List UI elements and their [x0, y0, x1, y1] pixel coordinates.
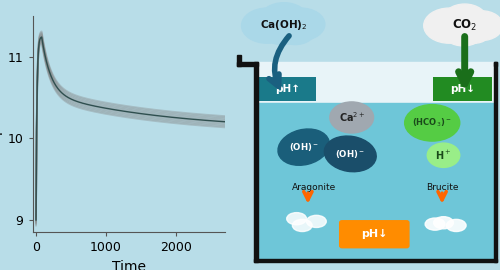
Ellipse shape	[277, 8, 325, 40]
Text: pH↓: pH↓	[361, 229, 388, 239]
Text: (OH)$^-$: (OH)$^-$	[335, 148, 366, 160]
Text: Ca(OH)$_2$: Ca(OH)$_2$	[260, 18, 308, 32]
FancyBboxPatch shape	[259, 77, 316, 101]
Ellipse shape	[446, 219, 466, 232]
Ellipse shape	[442, 4, 488, 36]
Ellipse shape	[260, 15, 305, 45]
Bar	[258, 62, 494, 103]
FancyBboxPatch shape	[339, 220, 409, 248]
Bar	[238, 62, 258, 66]
Bar	[494, 62, 497, 66]
Ellipse shape	[428, 143, 460, 167]
Ellipse shape	[276, 18, 315, 45]
Ellipse shape	[424, 8, 474, 43]
Text: H$^+$: H$^+$	[436, 149, 452, 162]
Text: (HCO$_3$)$^-$: (HCO$_3$)$^-$	[412, 117, 452, 129]
Ellipse shape	[434, 217, 454, 229]
Y-axis label: pH: pH	[0, 114, 2, 134]
Bar	[254, 62, 258, 262]
Ellipse shape	[404, 104, 460, 141]
Ellipse shape	[242, 8, 292, 43]
Text: Aragonite: Aragonite	[292, 183, 336, 192]
Ellipse shape	[286, 213, 306, 225]
Ellipse shape	[292, 219, 312, 232]
Ellipse shape	[306, 215, 326, 227]
Ellipse shape	[460, 11, 500, 40]
Text: (OH)$^-$: (OH)$^-$	[288, 141, 318, 153]
Ellipse shape	[260, 3, 308, 35]
Bar	[238, 55, 240, 66]
X-axis label: Time: Time	[112, 260, 146, 270]
Ellipse shape	[330, 102, 374, 133]
Text: CO$_2$: CO$_2$	[452, 18, 477, 33]
Bar	[494, 62, 497, 262]
Bar	[254, 259, 497, 262]
Ellipse shape	[442, 16, 484, 46]
Text: pH↓: pH↓	[450, 84, 475, 94]
Bar	[258, 103, 494, 259]
Ellipse shape	[278, 129, 330, 165]
FancyBboxPatch shape	[433, 77, 492, 101]
Ellipse shape	[458, 16, 492, 43]
Text: Brucite: Brucite	[426, 183, 458, 192]
Ellipse shape	[425, 218, 445, 230]
Ellipse shape	[324, 136, 376, 172]
Text: pH↑: pH↑	[275, 84, 300, 94]
Text: Ca$^{2+}$: Ca$^{2+}$	[338, 110, 365, 124]
